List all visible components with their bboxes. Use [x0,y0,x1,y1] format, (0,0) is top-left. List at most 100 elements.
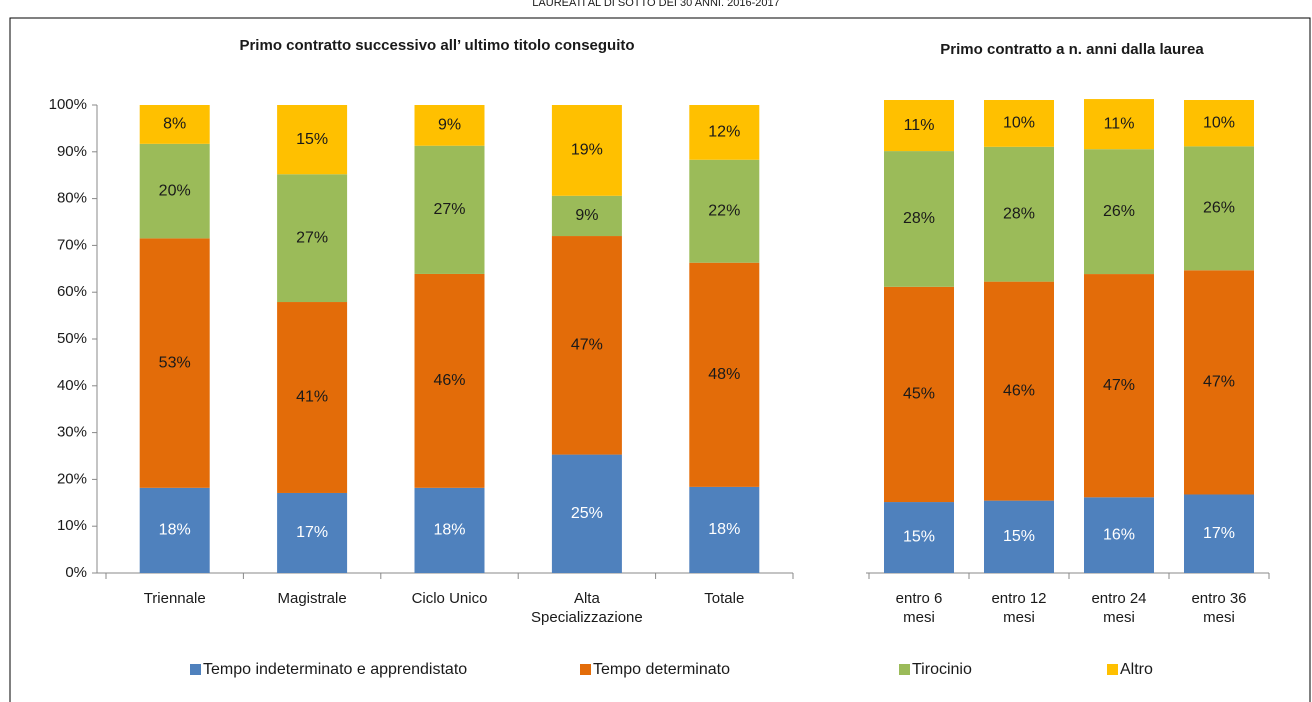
bar-segment [884,502,954,573]
bar-segment [884,151,954,287]
value-label: 48% [708,366,740,383]
bar-segment [689,105,760,160]
x-tick-label: entro 12 mesi [991,590,1047,626]
value-label: 17% [1203,525,1235,542]
legend-swatch [190,664,201,675]
value-label: 19% [571,142,603,159]
legend-swatch [1107,664,1118,675]
y-tick-label: 90% [57,143,87,160]
value-label: 16% [1103,526,1135,543]
page-title: LAUREATI AL DI SOTTO DEI 30 ANNI. 2016-2… [532,0,779,9]
bar-segment [689,486,760,573]
value-label: 17% [296,524,328,541]
y-tick-label: 10% [57,517,87,534]
bar-segment [277,492,348,573]
bar-segment [277,174,348,303]
bar-segment [277,105,348,175]
bar-segment [414,487,485,573]
bar-segment [984,100,1054,147]
legend-swatch [899,664,910,675]
legend-label: Tempo determinato [593,661,730,678]
value-label: 10% [1003,115,1035,132]
bar-segment [1084,497,1154,573]
bar-segment [1084,99,1154,150]
bar-segment [984,281,1054,501]
legend-label: Tirocinio [912,661,972,678]
x-tick-label: entro 36 mesi [1191,590,1247,626]
x-tick-label: Alta Specializzazione [531,590,643,626]
value-label: 18% [159,522,191,539]
bar-segment [1184,100,1254,147]
value-label: 47% [1103,377,1135,394]
value-label: 25% [571,505,603,522]
value-label: 28% [903,210,935,227]
x-tick-label: Magistrale [277,590,347,607]
bar-segment [139,487,210,573]
legend-label: Altro [1120,661,1153,678]
x-tick-label: Totale [704,590,745,607]
value-label: 53% [159,354,191,371]
y-tick-label: 100% [49,96,87,113]
bar-segment [984,500,1054,573]
bar-segment [551,195,622,237]
bar-segment [1084,149,1154,275]
bar-segment [984,146,1054,282]
value-label: 26% [1203,200,1235,217]
value-label: 15% [296,131,328,148]
value-label: 46% [433,372,465,389]
value-label: 46% [1003,382,1035,399]
value-label: 18% [433,522,465,539]
value-label: 27% [433,201,465,218]
value-label: 12% [708,124,740,141]
y-tick-label: 40% [57,377,87,394]
value-label: 47% [571,337,603,354]
frame [9,17,1311,702]
bar-segment [884,286,954,503]
y-tick-label: 70% [57,236,87,253]
bar-segment [139,143,210,239]
bar-segment [414,105,485,146]
chart-title: Primo contratto successivo all’ ultimo t… [239,37,634,54]
y-tick-label: 60% [57,283,87,300]
value-label: 15% [1003,528,1035,545]
value-label: 26% [1103,203,1135,220]
bar-segment [1184,494,1254,573]
x-tick-label: Ciclo Unico [411,590,488,607]
y-tick-label: 0% [65,564,87,581]
value-label: 15% [903,529,935,546]
value-label: 11% [1104,115,1135,132]
bar-segment [689,262,760,487]
x-tick-label: entro 6 mesi [895,590,943,626]
bar-segment [277,302,348,493]
y-tick-label: 20% [57,470,87,487]
value-label: 18% [708,521,740,538]
chart-title: Primo contratto a n. anni dalla laurea [940,41,1204,58]
value-label: 10% [1203,114,1235,131]
legend-swatch [580,664,591,675]
bar-segment [1184,146,1254,271]
value-label: 27% [296,229,328,246]
value-label: 11% [904,117,935,134]
bar-segment [414,273,485,488]
bar-segment [884,100,954,152]
value-label: 45% [903,386,935,403]
y-tick-label: 50% [57,330,87,347]
value-label: 28% [1003,205,1035,222]
bar-segment [689,159,760,263]
bar-segment [1184,270,1254,495]
value-label: 20% [159,182,191,199]
bar-segment [139,238,210,488]
value-label: 9% [575,207,598,224]
value-label: 9% [438,117,461,134]
value-label: 47% [1203,374,1235,391]
bar-segment [414,145,485,274]
bar-segment [139,105,210,144]
x-tick-label: Triennale [143,590,206,607]
value-label: 8% [163,116,186,133]
value-label: 22% [708,202,740,219]
bar-segment [551,236,622,455]
y-tick-label: 80% [57,190,87,207]
y-tick-label: 30% [57,424,87,441]
